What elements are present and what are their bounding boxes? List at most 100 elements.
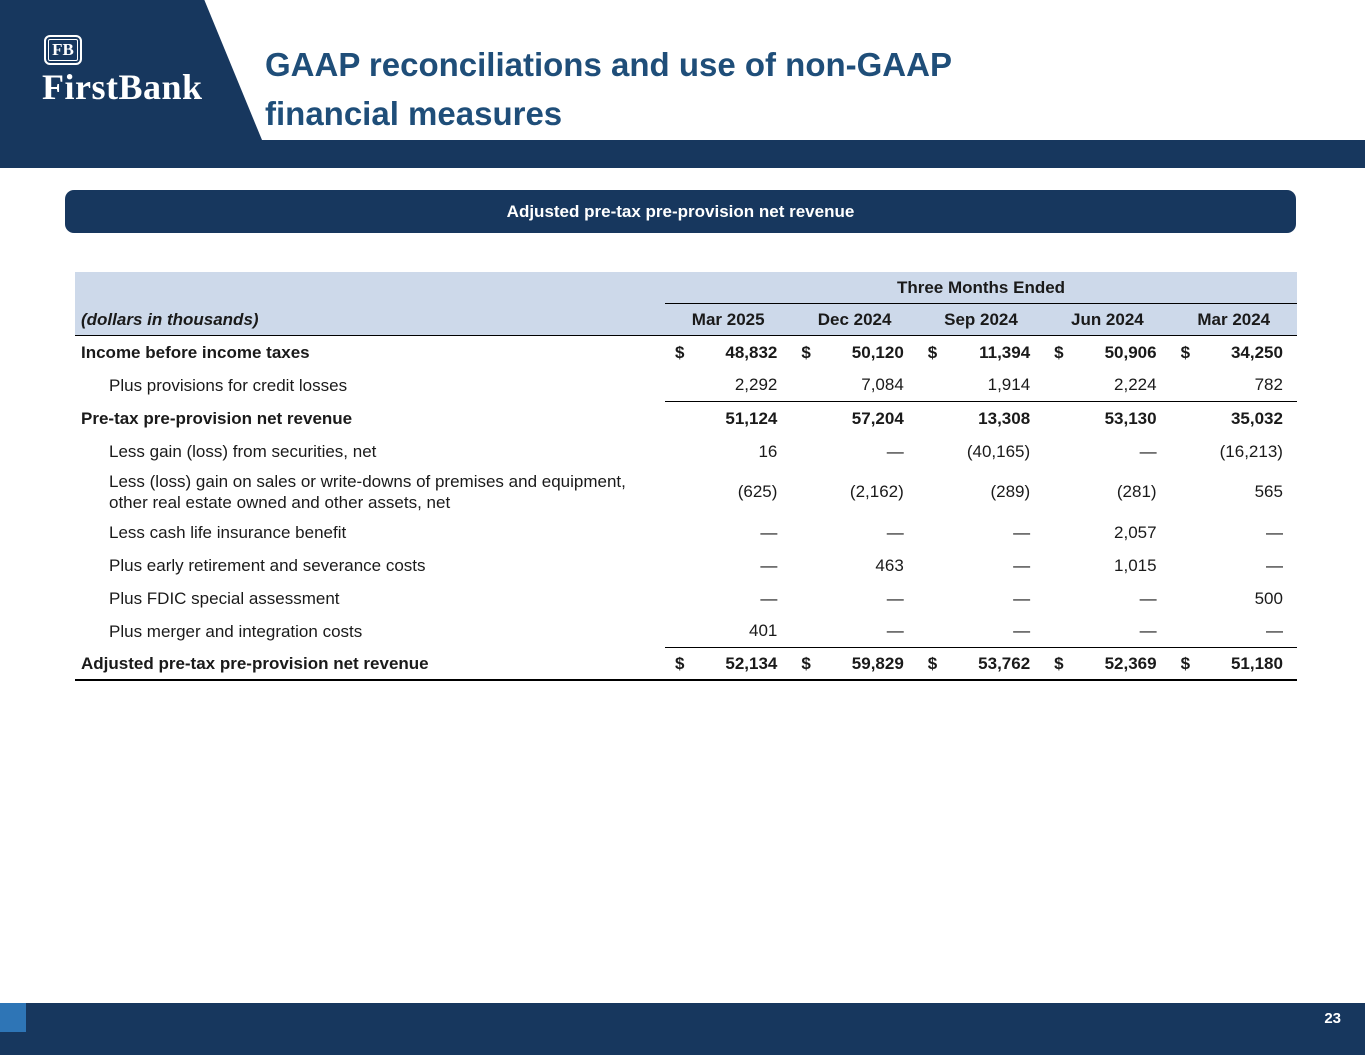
cell-value: — bbox=[760, 555, 778, 575]
table-cell: 35,032 bbox=[1171, 409, 1297, 429]
cell-value: 59,829 bbox=[851, 653, 904, 673]
table-body: Income before income taxes $48,832 $50,120… bbox=[75, 336, 1297, 681]
cell-value: — bbox=[886, 588, 904, 608]
table-cell: $50,120 bbox=[791, 343, 917, 363]
table-cell: (625) bbox=[665, 482, 791, 502]
table-cell: — bbox=[918, 556, 1044, 576]
cell-value: 16 bbox=[758, 441, 778, 461]
table-cell: 500 bbox=[1171, 589, 1297, 609]
row-values: (625) (2,162) (289) (281) 565 bbox=[665, 468, 1297, 516]
header-divider-band bbox=[0, 140, 1365, 168]
table-cell: — bbox=[1171, 621, 1297, 641]
cell-value: — bbox=[1013, 555, 1031, 575]
page-number: 23 bbox=[1324, 1010, 1341, 1027]
cell-value: — bbox=[1265, 621, 1283, 640]
row-values: — — — 2,057 — bbox=[665, 516, 1297, 549]
table-cell: — bbox=[1044, 621, 1170, 641]
table-cell: 2,292 bbox=[665, 375, 791, 395]
table-cell: 401 bbox=[665, 621, 791, 641]
table-cell: $34,250 bbox=[1171, 343, 1297, 363]
footer-accent-square bbox=[0, 1003, 26, 1032]
cell-value: 34,250 bbox=[1230, 342, 1283, 362]
table-cell: 2,224 bbox=[1044, 375, 1170, 395]
table-cell: 2,057 bbox=[1044, 523, 1170, 543]
row-label: Plus FDIC special assessment bbox=[109, 589, 340, 608]
table-cell: (40,165) bbox=[918, 442, 1044, 462]
cell-value: 52,134 bbox=[725, 653, 778, 673]
table-cell: — bbox=[791, 621, 917, 641]
cell-value: — bbox=[1265, 555, 1283, 575]
cell-value: — bbox=[886, 522, 904, 542]
cell-value: 1,914 bbox=[987, 375, 1031, 394]
table-cell: 13,308 bbox=[918, 409, 1044, 429]
cell-value: (281) bbox=[1116, 482, 1157, 501]
table-cell: $51,180 bbox=[1171, 654, 1297, 674]
cell-value: (40,165) bbox=[966, 441, 1031, 461]
table-row: Less (loss) gain on sales or write-downs… bbox=[75, 468, 1297, 516]
row-values: 51,124 57,204 13,308 53,130 35,032 bbox=[665, 402, 1297, 435]
dollar-sign: $ bbox=[1054, 653, 1064, 673]
reconciliation-table: Three Months Ended (dollars in thousands… bbox=[75, 272, 1297, 681]
table-cell: 463 bbox=[791, 556, 917, 576]
cell-value: — bbox=[1139, 441, 1157, 461]
table-cell: — bbox=[791, 589, 917, 609]
table-row: Plus FDIC special assessment — — — — 500 bbox=[75, 582, 1297, 615]
cell-value: 500 bbox=[1254, 588, 1283, 608]
slide-title-line2: financial measures bbox=[265, 95, 563, 132]
cell-value: 2,057 bbox=[1114, 522, 1157, 542]
dollar-sign: $ bbox=[1180, 653, 1191, 673]
row-values: $48,832 $50,120 $11,394 $50,906 $34,250 bbox=[665, 336, 1297, 369]
cell-value: — bbox=[886, 621, 904, 640]
row-label: Plus merger and integration costs bbox=[109, 622, 363, 641]
span-header: Three Months Ended bbox=[665, 272, 1297, 304]
table-row: Pre-tax pre-provision net revenue 51,124 5… bbox=[75, 402, 1297, 435]
cell-value: 52,369 bbox=[1104, 653, 1157, 673]
table-cell: 7,084 bbox=[791, 375, 917, 395]
slide-header: FB FirstBank GAAP reconciliations and us… bbox=[0, 0, 1365, 168]
firstbank-logo: FB FirstBank bbox=[0, 0, 262, 140]
row-label: Adjusted pre-tax pre-provision net reven… bbox=[81, 654, 429, 673]
table-cell: — bbox=[1171, 556, 1297, 576]
table-cell: — bbox=[918, 621, 1044, 641]
cell-value: 50,906 bbox=[1104, 342, 1157, 362]
cell-value: 401 bbox=[749, 621, 778, 640]
cell-value: — bbox=[1139, 588, 1157, 608]
cell-value: 782 bbox=[1254, 375, 1283, 394]
logo-name: FirstBank bbox=[42, 67, 203, 107]
cell-value: 565 bbox=[1254, 482, 1283, 501]
cell-value: (2,162) bbox=[849, 482, 904, 501]
table-cell: — bbox=[665, 523, 791, 543]
cell-value: 463 bbox=[875, 555, 904, 575]
cell-value: 57,204 bbox=[851, 408, 904, 428]
table-span-header-row: Three Months Ended bbox=[75, 272, 1297, 304]
cell-value: — bbox=[760, 588, 778, 608]
cell-value: 2,224 bbox=[1114, 375, 1157, 394]
table-cell: — bbox=[918, 589, 1044, 609]
dollar-sign: $ bbox=[1054, 342, 1064, 362]
table-row: Plus early retirement and severance cost… bbox=[75, 549, 1297, 582]
table-cell: — bbox=[665, 556, 791, 576]
table-cell: — bbox=[1044, 442, 1170, 462]
row-values: — — — — 500 bbox=[665, 582, 1297, 615]
cell-value: 35,032 bbox=[1230, 408, 1283, 428]
cell-value: — bbox=[1139, 621, 1157, 640]
fb-logo-icon: FB bbox=[44, 35, 82, 65]
row-label: Less cash life insurance benefit bbox=[109, 523, 347, 542]
table-row: Plus merger and integration costs 401 — — — — bbox=[75, 615, 1297, 648]
header-spacer bbox=[75, 272, 665, 304]
row-label: Less gain (loss) from securities, net bbox=[109, 442, 377, 461]
column-header: Mar 2025 bbox=[691, 309, 765, 329]
table-cell: (289) bbox=[918, 482, 1044, 502]
cell-value: 48,832 bbox=[725, 342, 778, 362]
table-cell: 782 bbox=[1171, 375, 1297, 395]
table-column-headers: Mar 2025 Dec 2024 Sep 2024 Jun 2024 Mar 2024 bbox=[665, 304, 1297, 335]
dollar-sign: $ bbox=[801, 342, 811, 362]
table-cell: — bbox=[791, 442, 917, 462]
column-header: Mar 2024 bbox=[1197, 309, 1271, 329]
table-cell: $52,134 bbox=[665, 654, 791, 674]
table-cell: $52,369 bbox=[1044, 654, 1170, 674]
dollar-sign: $ bbox=[1180, 342, 1191, 362]
row-values: 2,292 7,084 1,914 2,224 782 bbox=[665, 369, 1297, 402]
row-label: Plus provisions for credit losses bbox=[109, 376, 348, 395]
row-values: $52,134 $59,829 $53,762 $52,369 $51,180 bbox=[665, 648, 1297, 679]
